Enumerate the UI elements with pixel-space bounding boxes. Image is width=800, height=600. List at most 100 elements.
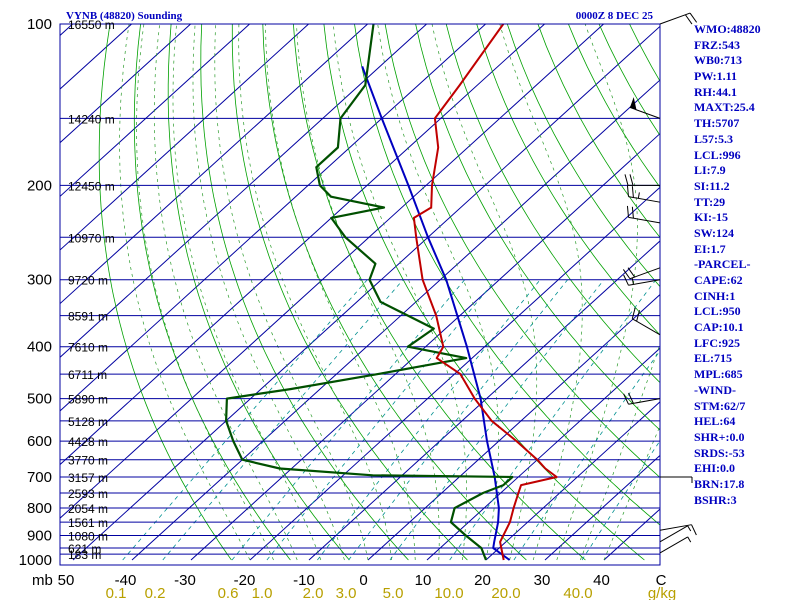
- isotherm-line: [60, 24, 368, 305]
- mixing-ratio-label: 0.1: [106, 585, 127, 600]
- pressure-tick-label: 700: [27, 469, 52, 486]
- temperature-tick-label: 0: [359, 572, 367, 589]
- sounding-profiles: [225, 24, 558, 561]
- indices-panel: WMO:48820 FRZ:543 WB0:713 PW:1.11 RH:44.1 MAX…: [694, 22, 800, 508]
- sounding-time: 0000Z 8 DEC 25: [576, 10, 654, 22]
- mixing-ratio-line: [581, 440, 660, 561]
- wind-barb: [626, 185, 661, 203]
- height-label: 3157 m: [68, 471, 108, 485]
- wind-barb: [626, 205, 661, 224]
- wind-barb: [660, 476, 693, 483]
- height-label: 4428 m: [68, 435, 108, 449]
- index-item: LCL:996: [694, 147, 741, 162]
- pressure-tick-label: 900: [27, 527, 52, 544]
- wind-barb: [629, 97, 661, 119]
- mixing-ratio-label: 0.2: [145, 585, 166, 600]
- isotherm-line: [544, 454, 660, 561]
- temperature-tick-label: C: [656, 572, 667, 589]
- wind-barb: [659, 524, 697, 536]
- index-item: KI:-15: [694, 210, 728, 225]
- index-item: EHI:0.0: [694, 461, 736, 476]
- wind-barb: [659, 525, 692, 543]
- wind-barb: [623, 392, 661, 405]
- pressure-tick-label: 500: [27, 391, 52, 408]
- temperature-tick-label: 30: [534, 572, 551, 589]
- height-label: 5128 m: [68, 415, 108, 429]
- index-item: BRN:17.8: [694, 476, 745, 491]
- isotherm-line: [60, 24, 545, 466]
- mixing-ratio-label: 0.6: [218, 585, 239, 600]
- index-item: CAP:10.1: [694, 320, 744, 335]
- index-item: FRZ:543: [694, 37, 740, 52]
- height-label: 7610 m: [68, 341, 108, 355]
- index-item: BSHR:3: [694, 492, 737, 507]
- index-item: TH:5707: [694, 116, 740, 131]
- isobar-lines: [60, 23, 660, 555]
- height-label: 183 m: [68, 548, 101, 562]
- wind-barb: [622, 267, 661, 280]
- index-item: EL:715: [694, 351, 733, 366]
- mixing-ratio-label: 1.0: [252, 585, 273, 600]
- mixing-ratio-line: [348, 279, 568, 561]
- index-item: TT:29: [694, 194, 726, 209]
- wind-barb: [659, 12, 698, 25]
- isotherm-line: [60, 24, 486, 412]
- dewpoint-trace: [225, 24, 514, 561]
- index-item: HEL:64: [694, 414, 736, 429]
- temperature-tick-label: -20: [234, 572, 256, 589]
- height-label: 1080 m: [68, 529, 108, 543]
- index-item: CINH:1: [694, 288, 736, 303]
- isotherm-line: [308, 240, 660, 561]
- temperature-tick-label: 50: [58, 572, 75, 589]
- temperature-tick-label: 10: [415, 572, 432, 589]
- index-item: -PARCEL-: [694, 257, 751, 272]
- height-label: 621 m: [68, 542, 101, 556]
- index-item: RH:44.1: [694, 84, 737, 99]
- index-item: CAPE:62: [694, 273, 743, 287]
- index-item: L57:5.3: [694, 131, 733, 146]
- isotherm-line: [60, 24, 309, 251]
- wind-barb: [659, 536, 692, 554]
- mixing-ratio-label: 10.0: [434, 585, 463, 600]
- isotherm-line: [60, 24, 427, 358]
- height-label: 1561 m: [68, 516, 108, 530]
- isotherm-line: [60, 24, 604, 519]
- mixing-ratio-label: 40.0: [563, 585, 592, 600]
- parcel-trace: [361, 66, 511, 561]
- height-label: 6711 m: [68, 368, 107, 382]
- height-label: 12450 m: [68, 179, 115, 193]
- temperature-tick-label: -40: [115, 572, 137, 589]
- pressure-tick-label: 400: [27, 339, 52, 356]
- index-item: WMO:48820: [694, 22, 761, 36]
- pressure-tick-label: 800: [27, 500, 52, 517]
- temperature-tick-label: 20: [474, 572, 491, 589]
- isotherm-line: [60, 24, 250, 198]
- mixing-ratio-label: 2.0: [303, 585, 324, 600]
- mixing-ratio-label: g/kg: [648, 585, 676, 600]
- temperature-tick-label: -30: [174, 572, 196, 589]
- height-label: 5890 m: [68, 393, 108, 407]
- height-label: 2054 m: [68, 502, 108, 516]
- pressure-tick-label: 100: [27, 16, 52, 33]
- temperature-trace: [412, 24, 558, 561]
- pressure-tick-label: 300: [27, 272, 52, 289]
- index-item: SRDS:-53: [694, 445, 745, 460]
- station-title: VYNB (48820) Sounding: [66, 10, 183, 22]
- height-label: 3770 m: [68, 454, 108, 468]
- pressure-tick-label: 600: [27, 433, 52, 450]
- wind-barb: [623, 274, 661, 286]
- height-label: 8591 m: [68, 310, 108, 324]
- index-item: PW:1.11: [694, 69, 738, 84]
- isotherm-line: [367, 293, 660, 561]
- index-item: STM:62/7: [694, 398, 746, 413]
- index-item: LCL:950: [694, 304, 741, 319]
- index-item: WB0:713: [694, 53, 742, 68]
- wind-barb: [624, 174, 660, 186]
- pressure-tick-label: 1000: [19, 552, 52, 569]
- height-label: 16550 m: [68, 18, 115, 32]
- plot-frame: [59, 23, 661, 566]
- isotherm-line: [426, 347, 660, 561]
- index-item: SW:124: [694, 225, 735, 240]
- temperature-tick-label: 40: [593, 572, 610, 589]
